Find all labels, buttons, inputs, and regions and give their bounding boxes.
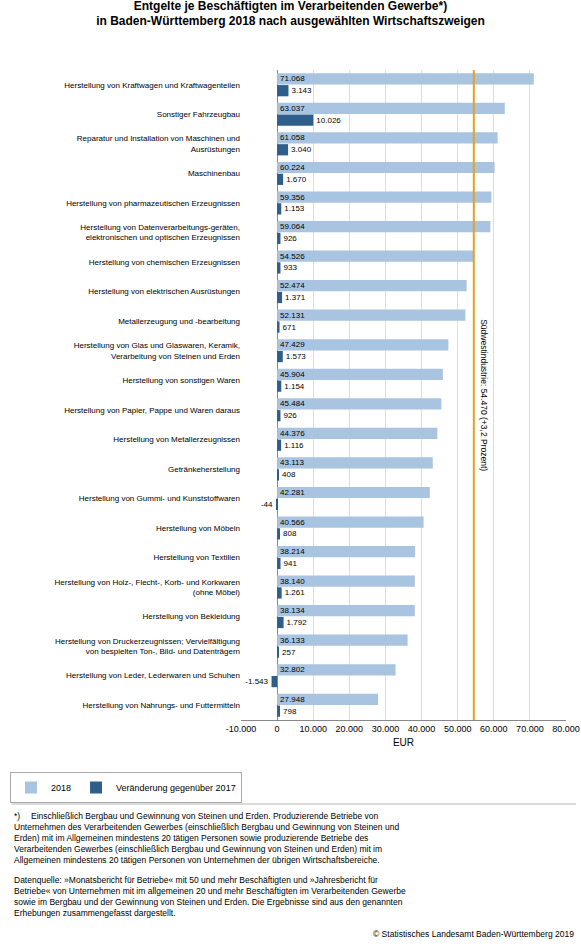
svg-text:50.000: 50.000 bbox=[444, 724, 472, 734]
svg-text:1.371: 1.371 bbox=[285, 293, 306, 302]
svg-text:1.116: 1.116 bbox=[284, 441, 304, 450]
svg-text:Herstellung von Nahrungs- und: Herstellung von Nahrungs- und Futtermitt… bbox=[83, 701, 240, 710]
svg-text:38.134: 38.134 bbox=[280, 606, 305, 615]
svg-text:38.214: 38.214 bbox=[280, 547, 305, 556]
svg-text:Metallerzeugung und -bearbeitu: Metallerzeugung und -bearbeitung bbox=[118, 317, 240, 326]
svg-text:Herstellung von pharmazeutisch: Herstellung von pharmazeutischen Erzeugn… bbox=[66, 199, 240, 208]
svg-text:Herstellung von Bekleidung: Herstellung von Bekleidung bbox=[143, 612, 240, 621]
svg-text:80.000: 80.000 bbox=[552, 724, 580, 734]
svg-text:44.376: 44.376 bbox=[280, 429, 305, 438]
svg-text:Reparatur und Installation von: Reparatur und Installation von Maschinen… bbox=[77, 134, 240, 153]
svg-text:Entgelte je Beschäftigten im V: Entgelte je Beschäftigten im Verarbeiten… bbox=[96, 0, 485, 28]
svg-text:933: 933 bbox=[283, 263, 297, 272]
svg-text:60.224: 60.224 bbox=[280, 163, 305, 172]
svg-text:Herstellung von Druckerzeugnis: Herstellung von Druckerzeugnissen; Vervi… bbox=[55, 637, 240, 656]
svg-text:671: 671 bbox=[283, 323, 297, 332]
svg-text:-10.000: -10.000 bbox=[226, 724, 257, 734]
svg-text:0: 0 bbox=[275, 724, 280, 734]
svg-text:52.474: 52.474 bbox=[280, 281, 305, 290]
svg-text:808: 808 bbox=[283, 529, 297, 538]
svg-text:Herstellung von Papier, Pappe: Herstellung von Papier, Pappe und Waren … bbox=[64, 406, 240, 415]
svg-text:59.356: 59.356 bbox=[280, 193, 305, 202]
svg-text:45.904: 45.904 bbox=[280, 370, 305, 379]
svg-text:1.154: 1.154 bbox=[284, 382, 305, 391]
svg-text:2018: 2018 bbox=[51, 783, 71, 793]
svg-text:EUR: EUR bbox=[393, 737, 414, 748]
svg-text:54.526: 54.526 bbox=[280, 252, 305, 261]
svg-text:36.133: 36.133 bbox=[280, 636, 305, 645]
svg-text:42.281: 42.281 bbox=[280, 488, 305, 497]
svg-text:32.802: 32.802 bbox=[280, 665, 305, 674]
svg-text:59.064: 59.064 bbox=[280, 222, 305, 231]
svg-text:Herstellung von Datenverarbeit: Herstellung von Datenverarbeitungs-gerät… bbox=[80, 223, 240, 242]
svg-text:60.000: 60.000 bbox=[480, 724, 508, 734]
svg-text:Herstellung von Gummi- und Kun: Herstellung von Gummi- und Kunststoffwar… bbox=[79, 494, 240, 503]
svg-text:38.140: 38.140 bbox=[280, 577, 305, 586]
svg-text:-44: -44 bbox=[261, 500, 273, 509]
svg-text:-1.543: -1.543 bbox=[245, 677, 268, 686]
svg-text:61.058: 61.058 bbox=[280, 133, 305, 142]
svg-text:Datenquelle: »Monatsbericht fü: Datenquelle: »Monatsbericht für Betriebe… bbox=[14, 875, 406, 918]
svg-text:45.484: 45.484 bbox=[280, 399, 305, 408]
svg-text:408: 408 bbox=[282, 470, 296, 479]
svg-text:10.026: 10.026 bbox=[316, 116, 341, 125]
svg-text:Herstellung von Metallerzeugni: Herstellung von Metallerzeugnissen bbox=[113, 435, 240, 444]
svg-text:20.000: 20.000 bbox=[336, 724, 364, 734]
svg-text:3.143: 3.143 bbox=[291, 86, 312, 95]
svg-text:941: 941 bbox=[284, 559, 298, 568]
svg-text:70.000: 70.000 bbox=[516, 724, 544, 734]
svg-text:Herstellung von sonstigen Ware: Herstellung von sonstigen Waren bbox=[122, 376, 240, 385]
svg-text:40.566: 40.566 bbox=[280, 518, 305, 527]
svg-text:27.948: 27.948 bbox=[280, 695, 305, 704]
svg-text:Veränderung gegenüber 2017: Veränderung gegenüber 2017 bbox=[116, 783, 236, 793]
svg-text:Südwestindustrie: 54.470 (+3,2: Südwestindustrie: 54.470 (+3,2 Prozent) bbox=[479, 319, 489, 471]
svg-text:71.068: 71.068 bbox=[280, 74, 305, 83]
svg-text:30.000: 30.000 bbox=[372, 724, 400, 734]
svg-text:Herstellung von Leder, Lederwa: Herstellung von Leder, Lederwaren und Sc… bbox=[66, 671, 240, 680]
svg-text:257: 257 bbox=[282, 648, 296, 657]
svg-text:63.037: 63.037 bbox=[280, 104, 305, 113]
svg-text:Herstellung von chemischen Erz: Herstellung von chemischen Erzeugnissen bbox=[89, 258, 240, 267]
svg-text:52.131: 52.131 bbox=[280, 311, 305, 320]
svg-text:Herstellung von Möbeln: Herstellung von Möbeln bbox=[156, 524, 240, 533]
svg-text:3.040: 3.040 bbox=[291, 145, 312, 154]
svg-text:43.113: 43.113 bbox=[280, 458, 304, 467]
svg-text:40.000: 40.000 bbox=[408, 724, 436, 734]
svg-text:Getränkeherstellung: Getränkeherstellung bbox=[168, 465, 240, 474]
svg-text:Herstellung von Kraftwagen und: Herstellung von Kraftwagen und Kraftwage… bbox=[64, 81, 240, 90]
svg-text:Herstellung von Holz-, Flecht-: Herstellung von Holz-, Flecht-, Korb- un… bbox=[55, 578, 241, 597]
svg-text:Sonstiger Fahrzeugbau: Sonstiger Fahrzeugbau bbox=[157, 110, 240, 119]
svg-text:1.670: 1.670 bbox=[286, 175, 307, 184]
svg-text:Herstellung von elektrischen A: Herstellung von elektrischen Ausrüstunge… bbox=[88, 287, 240, 296]
svg-text:Herstellung von Textilien: Herstellung von Textilien bbox=[153, 553, 240, 562]
svg-text:47.429: 47.429 bbox=[280, 340, 305, 349]
svg-text:1.792: 1.792 bbox=[287, 618, 308, 627]
svg-text:10.000: 10.000 bbox=[299, 724, 327, 734]
svg-text:1.573: 1.573 bbox=[286, 352, 307, 361]
svg-text:926: 926 bbox=[283, 234, 297, 243]
svg-text:Herstellung von Glas und Glasw: Herstellung von Glas und Glaswaren, Kera… bbox=[74, 341, 240, 360]
svg-text:1.153: 1.153 bbox=[284, 204, 305, 213]
svg-text:1.261: 1.261 bbox=[285, 588, 306, 597]
svg-text:*) Einschließlich Bergbau und: *) Einschließlich Bergbau und Gewinnung … bbox=[14, 811, 399, 865]
svg-text:Maschinenbau: Maschinenbau bbox=[188, 169, 240, 178]
svg-text:798: 798 bbox=[283, 707, 297, 716]
svg-text:© Statistisches Landesamt Bade: © Statistisches Landesamt Baden-Württemb… bbox=[373, 929, 574, 939]
svg-text:926: 926 bbox=[283, 411, 297, 420]
